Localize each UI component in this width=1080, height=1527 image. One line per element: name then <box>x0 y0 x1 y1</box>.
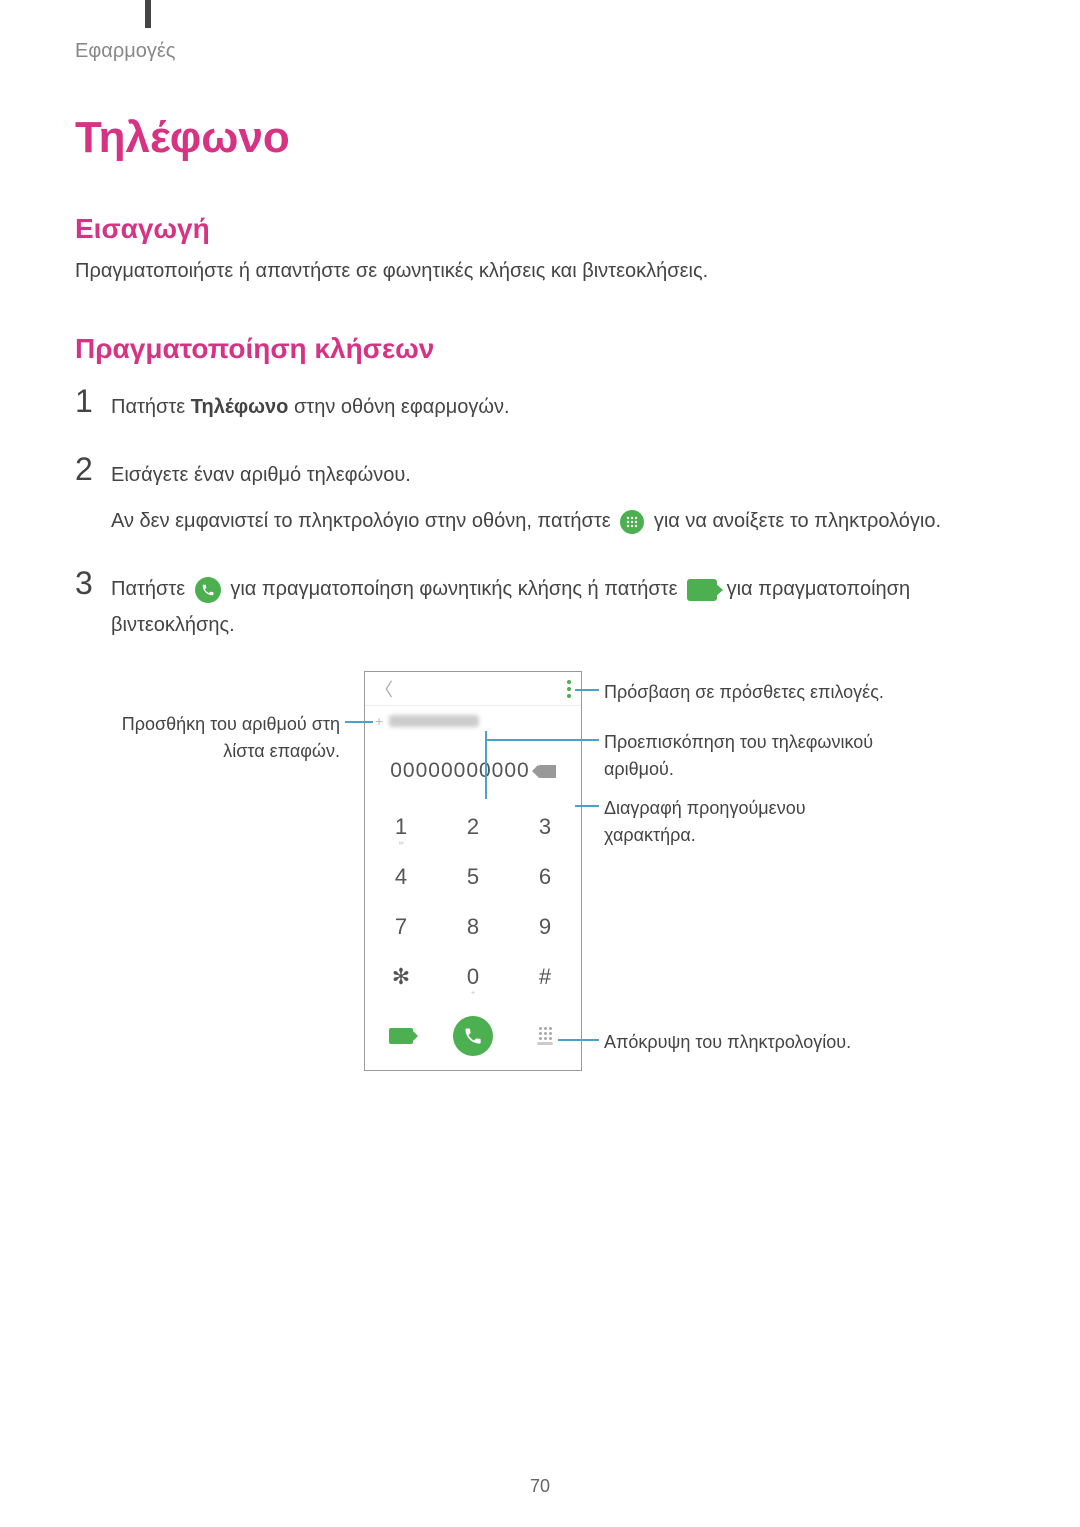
key-sub: ∞ <box>399 840 404 848</box>
hide-keypad-button[interactable] <box>537 1027 553 1045</box>
callout-line <box>558 1039 599 1041</box>
breadcrumb: Εφαρμογές <box>75 40 1005 63</box>
step-text: Πατήστε <box>111 396 191 418</box>
callout-add-contacts: Προσθήκη του αριθμού στη λίστα επαφών. <box>80 711 340 765</box>
step-number: 3 <box>75 567 111 599</box>
key-6[interactable]: 6 <box>509 856 581 906</box>
key-digit: 2 <box>467 814 479 840</box>
key-digit: 9 <box>539 914 551 940</box>
video-call-button[interactable] <box>389 1028 413 1044</box>
key-sub: + <box>471 990 475 998</box>
section-heading-calls: Πραγματοποίηση κλήσεων <box>75 333 1005 365</box>
key-9[interactable]: 9 <box>509 906 581 956</box>
key-2[interactable]: 2 <box>437 806 509 856</box>
callout-preview-number: Προεπισκόπηση του τηλεφωνικού αριθμού. <box>604 729 884 783</box>
step-2: 2 Εισάγετε έναν αριθμό τηλεφώνου. Αν δεν… <box>75 453 1005 539</box>
key-hash[interactable]: # <box>509 956 581 1006</box>
phone-mock: 〈 + 00000000000 1∞ 2 3 4 5 6 7 8 9 <box>364 671 582 1071</box>
key-digit: 0 <box>467 964 479 990</box>
key-digit: 6 <box>539 864 551 890</box>
bottom-actions <box>365 1006 581 1066</box>
key-digit: ✻ <box>392 964 410 990</box>
keypad: 1∞ 2 3 4 5 6 7 8 9 ✻ 0+ # <box>365 806 581 1006</box>
step-body: Πατήστε Τηλέφωνο στην οθόνη εφαρμογών. <box>111 385 510 425</box>
hide-bar <box>537 1042 553 1045</box>
key-1[interactable]: 1∞ <box>365 806 437 856</box>
step-text: για να ανοίξετε το πληκτρολόγιο. <box>654 510 941 532</box>
step-line: Αν δεν εμφανιστεί το πληκτρολόγιο στην ο… <box>111 503 941 539</box>
intro-text: Πραγματοποιήστε ή απαντήστε σε φωνητικές… <box>75 260 1005 283</box>
step-text: στην οθόνη εφαρμογών. <box>288 396 509 418</box>
add-to-contacts-label <box>389 715 479 727</box>
key-3[interactable]: 3 <box>509 806 581 856</box>
callout-delete-char: Διαγραφή προηγούμενου χαρακτήρα. <box>604 795 824 849</box>
step-number: 2 <box>75 453 111 485</box>
callout-hide-keypad: Απόκρυψη του πληκτρολογίου. <box>604 1029 851 1056</box>
key-digit: 3 <box>539 814 551 840</box>
step-text: για πραγματοποίηση φωνητικής κλήσης ή πα… <box>230 578 683 600</box>
backspace-icon[interactable] <box>538 765 556 778</box>
key-digit: # <box>539 964 551 990</box>
key-4[interactable]: 4 <box>365 856 437 906</box>
step-text: Πατήστε <box>111 578 191 600</box>
step-text: Αν δεν εμφανιστεί το πληκτρολόγιο στην ο… <box>111 510 616 532</box>
key-digit: 8 <box>467 914 479 940</box>
step-bold: Τηλέφωνο <box>191 396 289 418</box>
step-3: 3 Πατήστε για πραγματοποίηση φωνητικής κ… <box>75 567 1005 643</box>
step-number: 1 <box>75 385 111 417</box>
phone-top-bar: 〈 <box>365 672 581 706</box>
callout-line <box>485 731 487 799</box>
key-8[interactable]: 8 <box>437 906 509 956</box>
number-display: 00000000000 <box>365 736 581 806</box>
step-body: Πατήστε για πραγματοποίηση φωνητικής κλή… <box>111 567 1005 643</box>
entered-number: 00000000000 <box>390 759 529 783</box>
key-digit: 5 <box>467 864 479 890</box>
key-0[interactable]: 0+ <box>437 956 509 1006</box>
call-icon <box>195 577 221 603</box>
callout-line <box>485 739 599 741</box>
page-number: 70 <box>0 1476 1080 1497</box>
key-star[interactable]: ✻ <box>365 956 437 1006</box>
more-options-icon[interactable] <box>567 680 571 698</box>
back-icon[interactable]: 〈 <box>375 676 393 702</box>
key-digit: 1 <box>395 814 407 840</box>
key-digit: 7 <box>395 914 407 940</box>
callout-more-options: Πρόσβαση σε πρόσθετες επιλογές. <box>604 679 884 706</box>
callout-line <box>345 721 373 723</box>
key-5[interactable]: 5 <box>437 856 509 906</box>
voice-call-button[interactable] <box>453 1016 493 1056</box>
callout-line <box>575 805 599 807</box>
step-body: Εισάγετε έναν αριθμό τηλεφώνου. Αν δεν ε… <box>111 453 941 539</box>
step-line: Εισάγετε έναν αριθμό τηλεφώνου. <box>111 457 941 493</box>
side-tab <box>145 0 151 28</box>
dialpad-dots-icon <box>539 1027 552 1040</box>
video-icon <box>687 579 717 601</box>
plus-icon: + <box>375 713 383 729</box>
section-heading-intro: Εισαγωγή <box>75 213 1005 245</box>
page-title: Τηλέφωνο <box>75 113 1005 163</box>
key-digit: 4 <box>395 864 407 890</box>
callout-line <box>575 689 599 691</box>
phone-diagram: Προσθήκη του αριθμού στη λίστα επαφών. Π… <box>80 671 1000 1101</box>
step-1: 1 Πατήστε Τηλέφωνο στην οθόνη εφαρμογών. <box>75 385 1005 425</box>
add-to-contacts-row[interactable]: + <box>365 706 581 736</box>
dialpad-icon <box>620 510 644 534</box>
key-7[interactable]: 7 <box>365 906 437 956</box>
